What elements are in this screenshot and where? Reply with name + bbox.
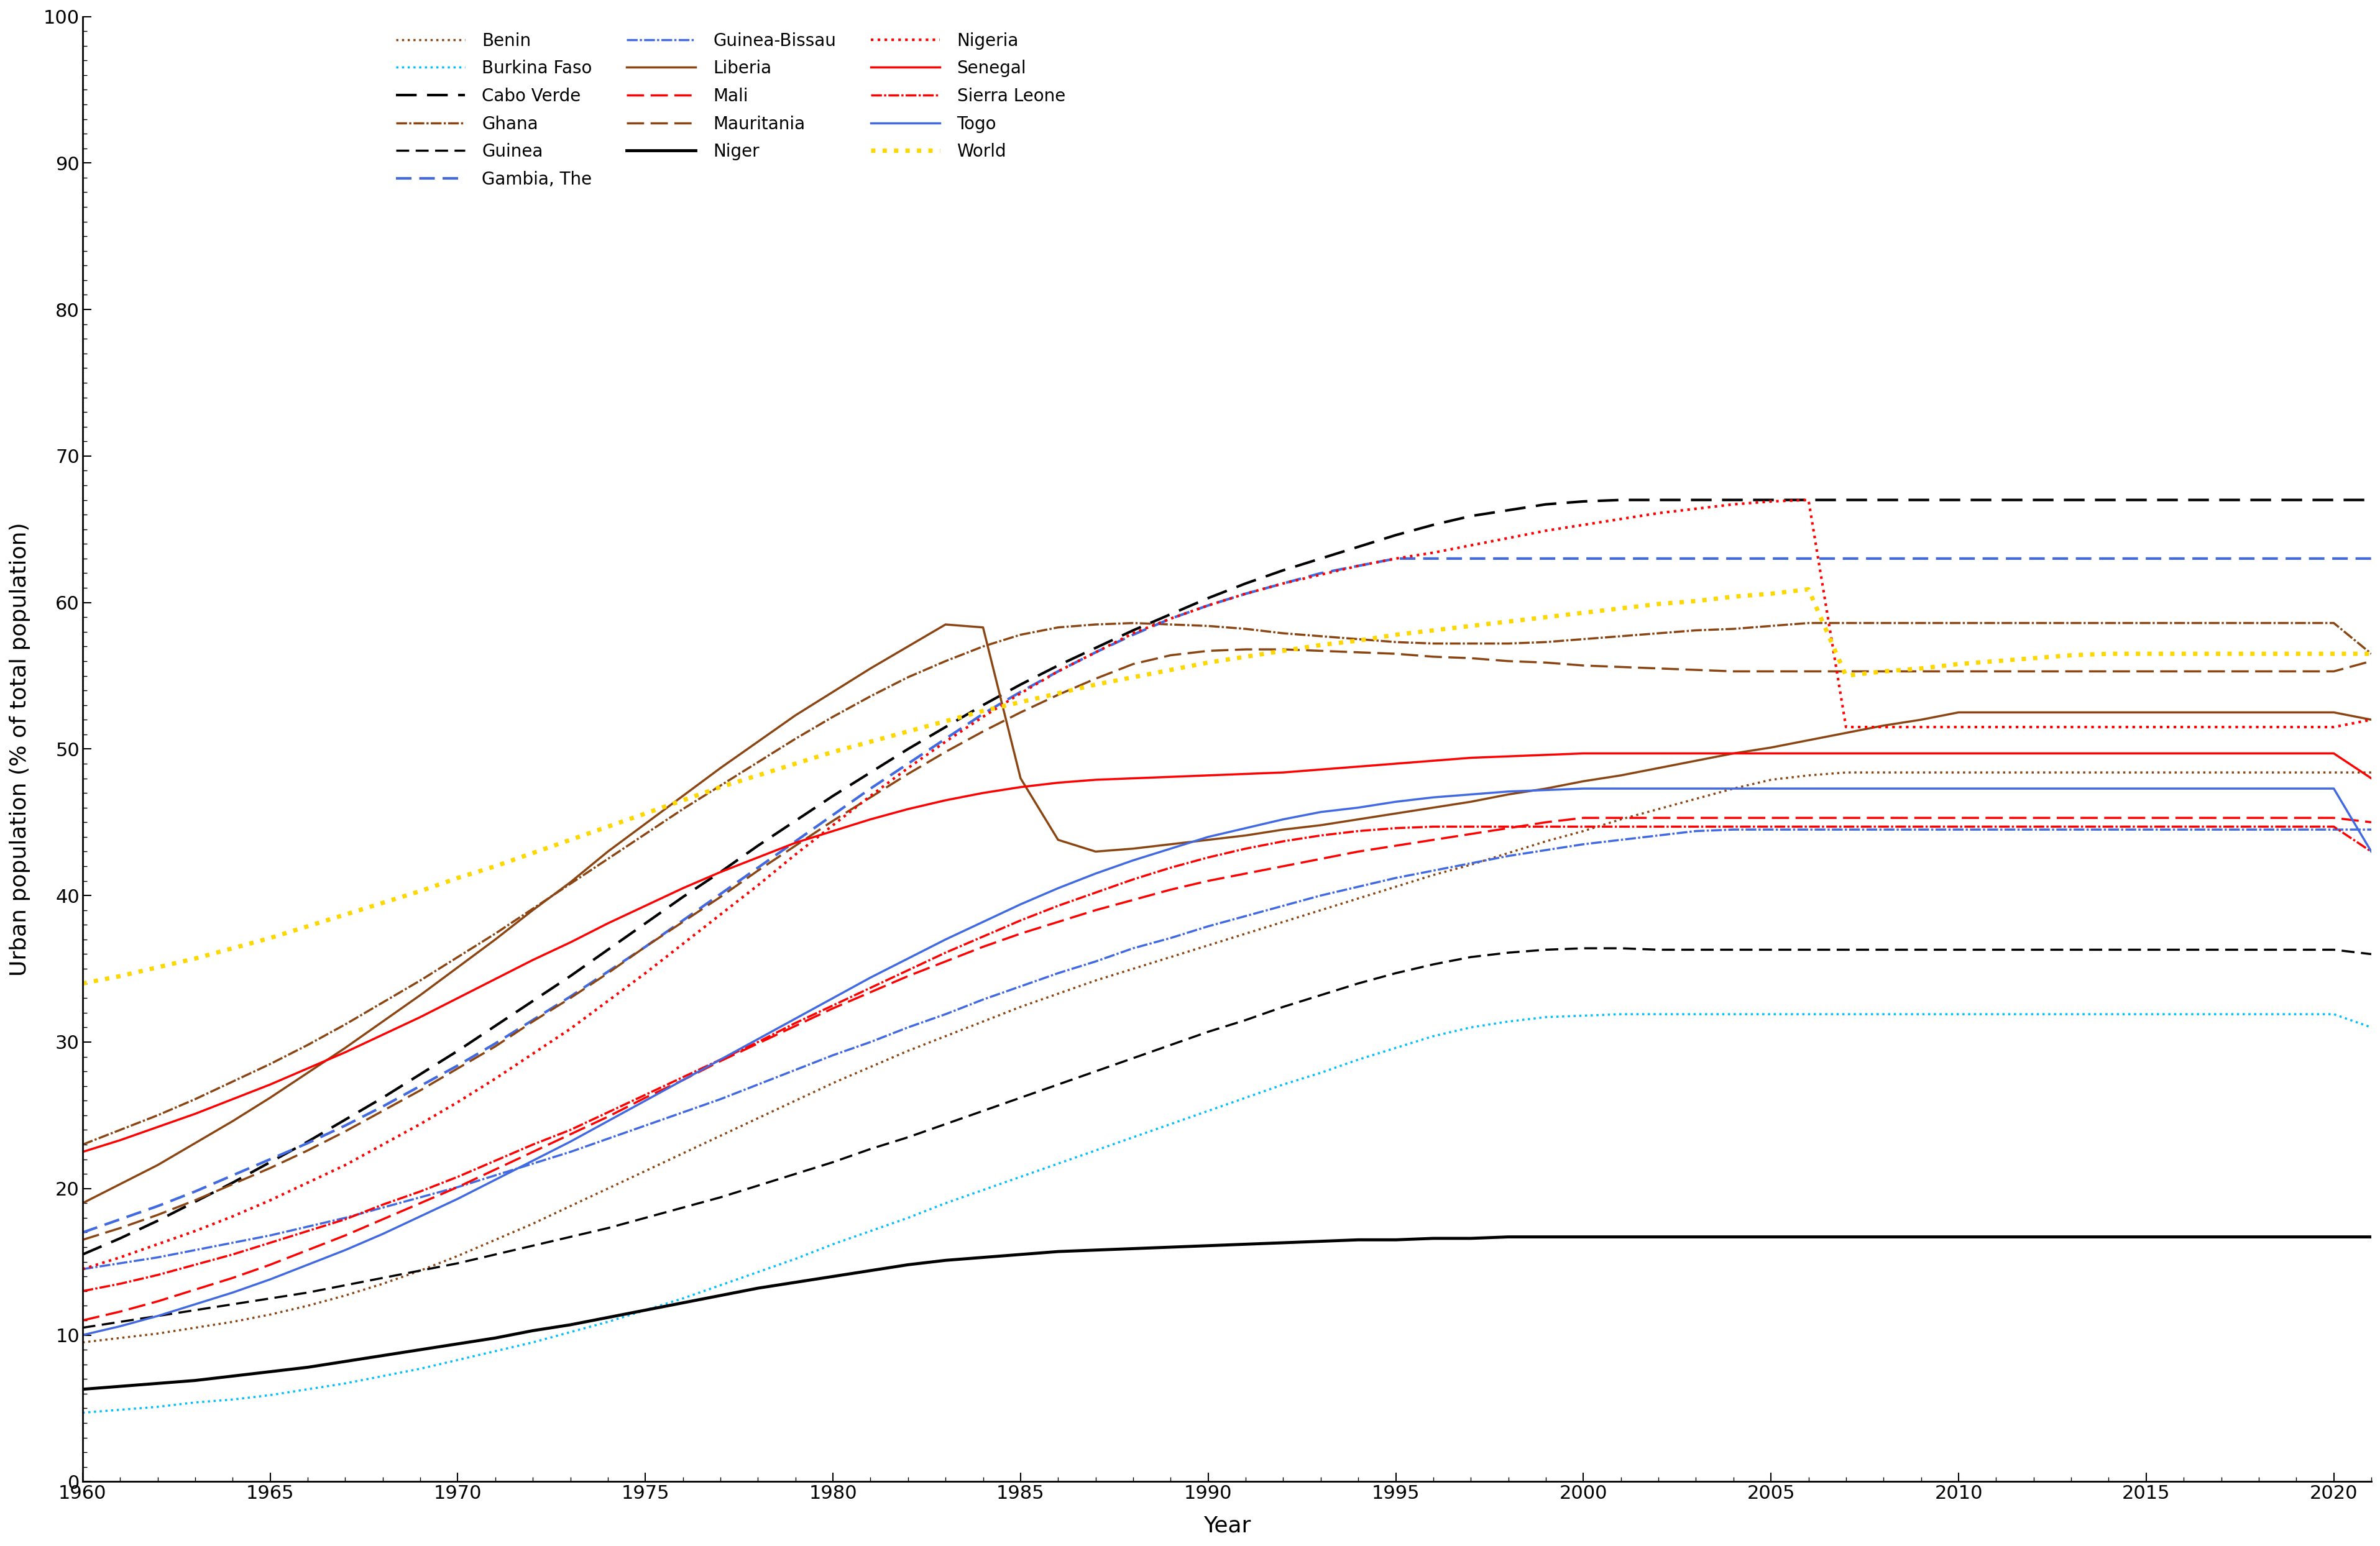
X-axis label: Year: Year (1202, 1515, 1250, 1537)
Legend: Benin, Burkina Faso, Cabo Verde, Ghana, Guinea, Gambia, The, Guinea-Bissau, Libe: Benin, Burkina Faso, Cabo Verde, Ghana, … (388, 25, 1071, 195)
Y-axis label: Urban population (% of total population): Urban population (% of total population) (10, 523, 31, 976)
